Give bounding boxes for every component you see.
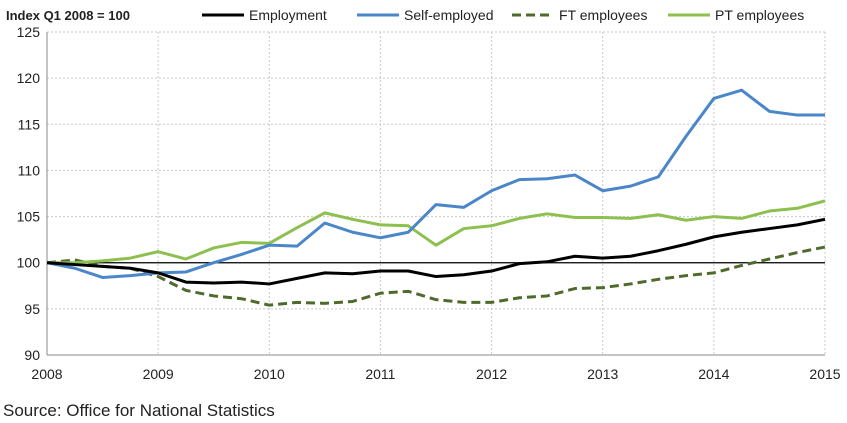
y-tick-label: 105 bbox=[17, 209, 41, 225]
y-tick-label: 125 bbox=[17, 24, 41, 40]
series-line-pt-employees bbox=[47, 199, 826, 265]
legend-label: Employment bbox=[249, 7, 327, 23]
gridlines bbox=[47, 31, 826, 355]
line-chart: 90 95 100 105 110 115 120 125 2008 2009 2010 2011 20… bbox=[6, 7, 841, 382]
x-tick-label: 2013 bbox=[587, 366, 618, 382]
legend-label: Self-employed bbox=[404, 7, 494, 23]
legend-label: FT employees bbox=[559, 7, 647, 23]
x-tick-label: 2015 bbox=[809, 366, 840, 382]
legend-label: PT employees bbox=[715, 7, 804, 23]
y-tick-label: 115 bbox=[18, 116, 41, 132]
x-tick-label: 2010 bbox=[254, 366, 285, 382]
y-tick-label: 120 bbox=[17, 70, 41, 86]
series-lines bbox=[46, 88, 826, 307]
y-tick-label: 110 bbox=[18, 162, 41, 178]
y-axis-label: Index Q1 2008 = 100 bbox=[6, 8, 130, 23]
x-tick-label: 2008 bbox=[31, 366, 62, 382]
y-tick-label: 90 bbox=[24, 347, 40, 363]
series-line-employment bbox=[46, 217, 826, 286]
x-tick-label: 2011 bbox=[365, 366, 395, 382]
axis-ticks: 90 95 100 105 110 115 120 125 2008 2009 2010 2011 20… bbox=[17, 24, 841, 382]
x-tick-label: 2009 bbox=[143, 366, 174, 382]
y-tick-label: 95 bbox=[24, 301, 40, 317]
legend: Employment Self-employed FT employees PT em… bbox=[202, 7, 804, 23]
y-tick-label: 100 bbox=[17, 255, 41, 271]
series-line-ft-employees bbox=[46, 245, 826, 307]
series-line-self-employed bbox=[46, 88, 825, 279]
source-note: Source: Office for National Statistics bbox=[3, 401, 275, 420]
x-tick-label: 2014 bbox=[698, 366, 729, 382]
x-tick-label: 2012 bbox=[476, 366, 507, 382]
